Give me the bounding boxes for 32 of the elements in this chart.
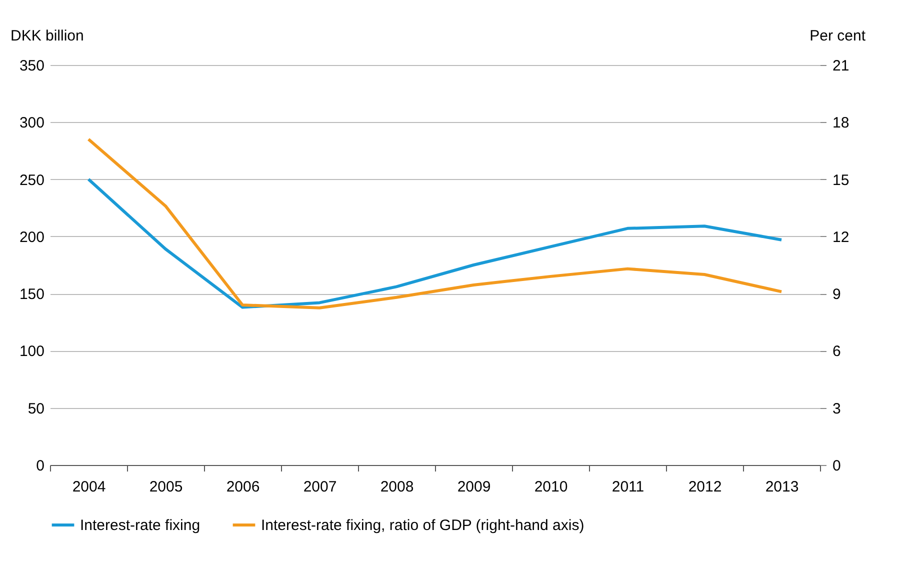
- y2-axis-title: Per cent: [810, 28, 866, 44]
- y2-tick-label: 9: [832, 286, 841, 304]
- x-tick-label: 2011: [612, 478, 644, 496]
- y-tick-label: 200: [19, 228, 44, 246]
- x-tick-label: 2007: [303, 478, 337, 496]
- y2-tick-label: 21: [832, 58, 850, 74]
- y2-tick-label: 0: [832, 458, 841, 474]
- x-tick-label: 2006: [226, 478, 260, 496]
- y-axis-title: DKK billion: [10, 28, 84, 44]
- legend-label: Interest-rate fixing, ratio of GDP (right-hand axis): [261, 517, 584, 534]
- x-tick-label: 2004: [72, 478, 106, 496]
- y2-tick-label: 12: [832, 228, 850, 246]
- x-tick-label: 2009: [457, 478, 491, 496]
- y-tick-label: 100: [19, 343, 44, 360]
- y2-tick-label: 6: [832, 343, 841, 360]
- x-tick-label: 2010: [534, 478, 568, 496]
- y-tick-label: 300: [19, 114, 44, 132]
- y-tick-label: 350: [19, 58, 44, 74]
- x-tick-label: 2012: [688, 478, 722, 496]
- x-tick-label: 2005: [149, 478, 183, 496]
- y-tick-label: 250: [19, 172, 44, 189]
- y2-tick-label: 3: [832, 400, 841, 418]
- legend-label: Interest-rate fixing: [80, 517, 200, 534]
- x-tick-label: 2008: [380, 478, 414, 496]
- y-tick-label: 150: [19, 286, 44, 304]
- line-series: [87, 138, 783, 310]
- x-tick-label: 2013: [765, 478, 799, 496]
- y-tick-label: 50: [28, 400, 44, 418]
- y-tick-label: 0: [36, 458, 44, 474]
- y2-tick-label: 18: [832, 114, 850, 132]
- line-series: [87, 178, 783, 309]
- y2-tick-label: 15: [832, 172, 850, 189]
